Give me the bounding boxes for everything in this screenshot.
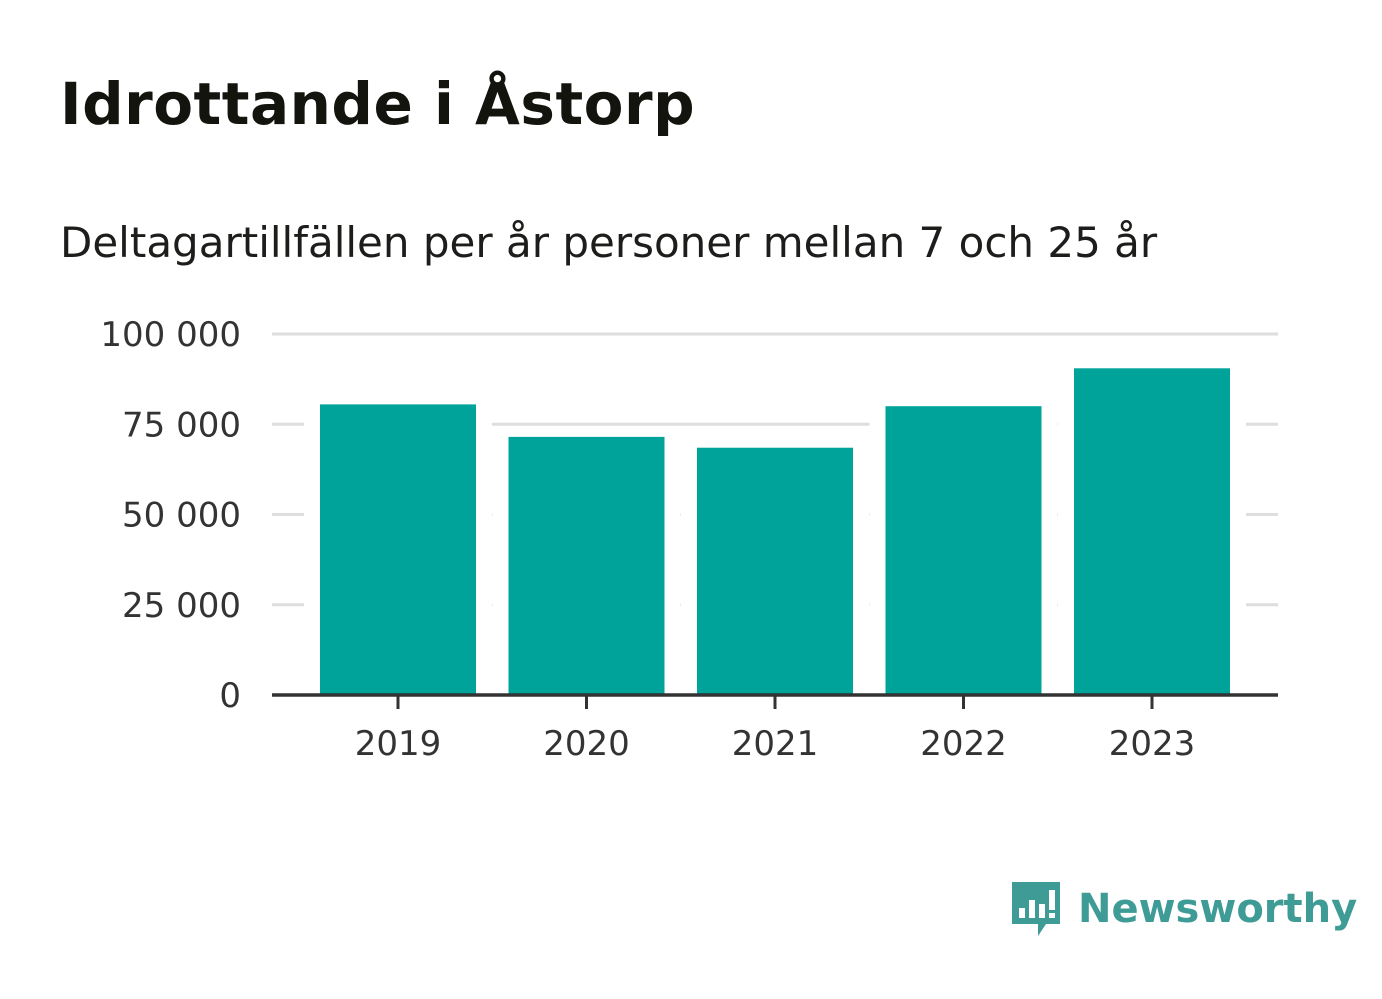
y-tick-label: 0 xyxy=(219,676,241,716)
x-tick-label: 2020 xyxy=(543,724,630,764)
bar-2019 xyxy=(320,404,476,695)
bar-chart: 0 25 000 50 000 75 000 100 000 2019 2020 2021 20… xyxy=(100,315,1278,764)
bar-2020 xyxy=(508,436,665,695)
y-tick-label: 100 000 xyxy=(100,315,241,355)
bar-2023 xyxy=(1074,368,1230,695)
brand-name: Newsworthy xyxy=(1078,886,1358,932)
bar-2022 xyxy=(885,406,1042,695)
x-tick-label: 2022 xyxy=(920,724,1007,764)
chart-title: Idrottande i Åstorp xyxy=(60,70,696,138)
bars xyxy=(304,368,1246,695)
chart-subtitle: Deltagartillfällen per år personer mella… xyxy=(60,218,1158,267)
newsworthy-logo-icon xyxy=(1012,882,1060,936)
y-tick-label: 50 000 xyxy=(122,496,241,536)
y-tick-label: 25 000 xyxy=(122,586,241,626)
y-tick-label: 75 000 xyxy=(122,405,241,445)
x-tick-label: 2023 xyxy=(1109,724,1196,764)
axes: 0 25 000 50 000 75 000 100 000 2019 2020 2021 20… xyxy=(100,315,1278,764)
brand-logo: Newsworthy xyxy=(1010,878,1357,940)
x-tick-label: 2021 xyxy=(732,724,819,764)
x-tick-label: 2019 xyxy=(355,724,442,764)
bar-2021 xyxy=(697,447,853,695)
